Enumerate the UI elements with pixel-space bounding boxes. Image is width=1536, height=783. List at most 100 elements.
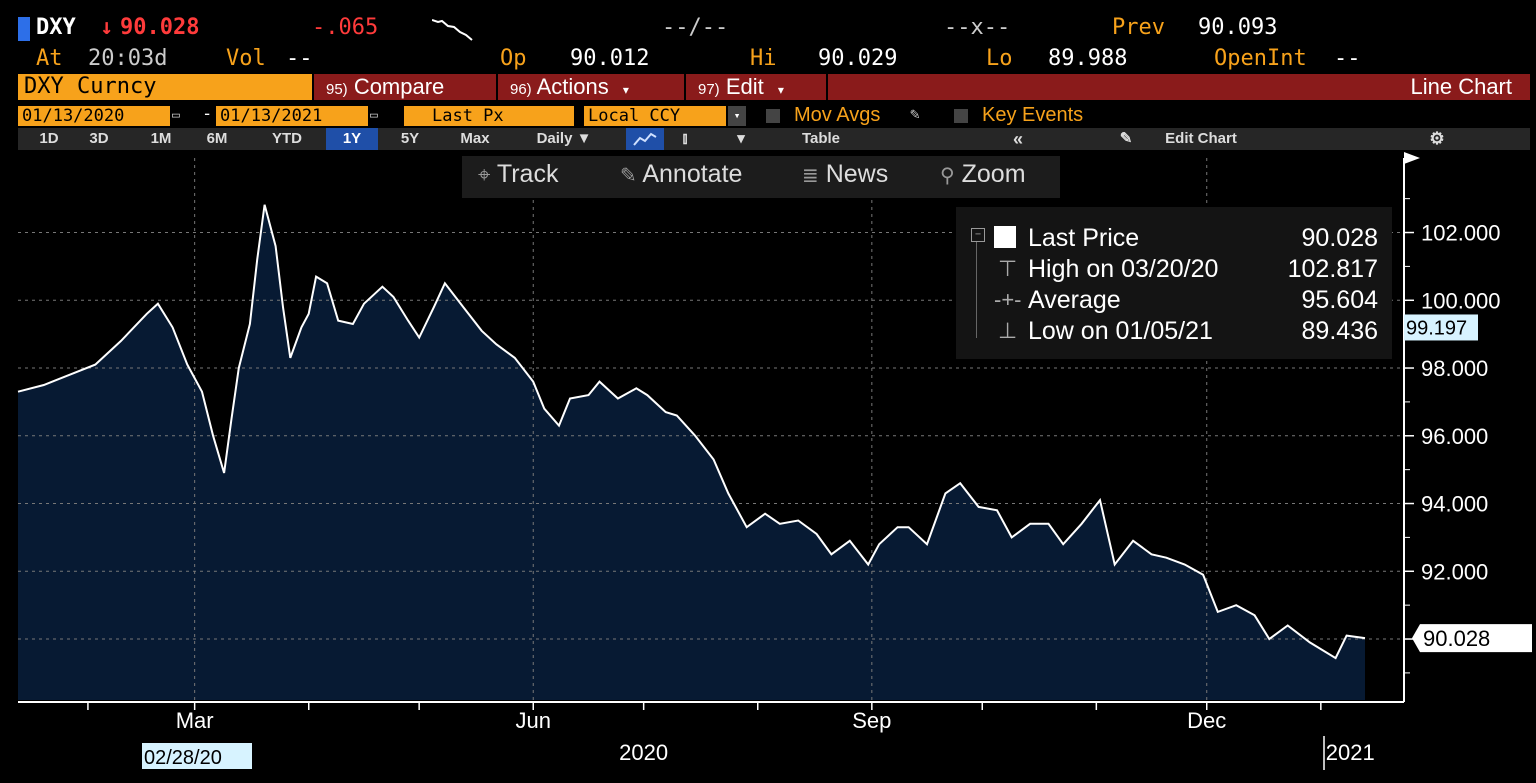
legend-low-value: 89.436 (1301, 317, 1378, 345)
chevron-down-icon[interactable]: ▾ (737, 130, 745, 147)
price-line (17, 204, 1366, 660)
x-tick-label: Dec (1187, 708, 1226, 733)
down-arrow-icon: ↓ (100, 15, 114, 40)
price-area (18, 204, 1365, 701)
news-button[interactable]: ≣ News (802, 160, 888, 189)
x-tick-label: Sep (852, 708, 891, 733)
low-value: 89.988 (1048, 46, 1128, 71)
y-axis-arrow (1404, 152, 1420, 164)
crosshair-icon: ⌖ (478, 162, 491, 187)
line-chart-icon[interactable] (626, 128, 664, 150)
high-marker-icon: ⊤ (998, 256, 1018, 281)
y-tick-label: 100.000 (1421, 288, 1501, 313)
collapse-legend-icon[interactable]: − (971, 228, 985, 242)
mov-avgs-label: Mov Avgs (794, 104, 881, 126)
chevron-down-icon: ▾ (622, 83, 629, 97)
vol-value: -- (286, 46, 313, 71)
hover-date-bg (142, 743, 252, 769)
last-price-tag: 90.028 (1423, 626, 1490, 651)
zoom-label: Zoom (961, 160, 1026, 188)
actions-num: 96) (510, 81, 532, 98)
sparkline-icon (432, 19, 473, 41)
last-price: 90.028 (120, 15, 200, 40)
year-label: 2021 (1326, 740, 1375, 765)
y-tick-label: 96.000 (1421, 424, 1488, 449)
price-chart[interactable]: 90.00092.00094.00096.00098.000100.000102… (0, 150, 1536, 783)
chart-tools-panel (462, 156, 1060, 198)
compare-label: Compare (353, 74, 445, 99)
open-label: Op (500, 46, 527, 71)
average-marker-icon: -+- (994, 287, 1022, 312)
legend-last-price-value: 90.028 (1301, 224, 1378, 252)
low-marker-icon: ⊥ (998, 318, 1018, 343)
zoom-button[interactable]: ⚲ Zoom (940, 160, 1026, 189)
open-value: 90.012 (570, 46, 650, 71)
period-button-1y[interactable]: 1Y (326, 128, 378, 150)
currency-select[interactable]: Local CCY (584, 106, 726, 126)
key-events-checkbox[interactable] (954, 109, 968, 123)
period-button-ytd[interactable]: YTD (272, 130, 302, 147)
last-price-swatch (994, 226, 1016, 248)
security-color-marker (18, 17, 30, 41)
edit-button[interactable]: 97) Edit ▾ (686, 74, 828, 100)
chevron-down-icon: ▾ (777, 83, 784, 97)
legend-low-label: Low on 01/05/21 (1028, 317, 1213, 345)
key-events-label: Key Events (982, 104, 1084, 126)
bar-chart-icon[interactable]: ⫾ (682, 130, 688, 147)
edit-chart-button[interactable]: Edit Chart (1165, 130, 1237, 147)
legend-connector (976, 242, 977, 338)
y-tick-label: 102.000 (1421, 221, 1501, 246)
period-button-max[interactable]: Max (460, 130, 490, 147)
pencil-icon[interactable]: ✎ (910, 104, 920, 123)
security-input[interactable]: DXY Curncy (18, 74, 312, 100)
track-label: Track (496, 160, 559, 188)
end-date-input[interactable]: 01/13/2021 (216, 106, 368, 126)
year-label: 2020 (619, 740, 668, 765)
table-button[interactable]: Table (801, 130, 841, 147)
high-value: 90.029 (818, 46, 898, 71)
edit-num: 97) (698, 81, 720, 98)
legend-average-label: Average (1028, 286, 1121, 314)
bid-ask-size: --x-- (944, 15, 1011, 40)
prev-value: 90.093 (1198, 15, 1278, 40)
edit-label: Edit (725, 74, 764, 99)
y-tick-label: 92.000 (1421, 559, 1488, 584)
pencil-icon: ✎ (1119, 130, 1133, 147)
vol-label: Vol (226, 46, 266, 71)
calendar-icon[interactable]: ▭ (172, 108, 180, 123)
net-change: -.065 (312, 15, 379, 40)
magnifier-icon: ⚲ (940, 165, 955, 187)
frequency-select[interactable]: Daily ▼ (536, 130, 592, 147)
quote-time: 20:03d (88, 46, 168, 71)
low-label: Lo (986, 46, 1013, 71)
news-label: News (825, 160, 889, 188)
compare-button[interactable]: 95) Compare (314, 74, 498, 100)
ticker: DXY (36, 15, 76, 40)
at-label: At (36, 46, 63, 71)
x-tick-label: Mar (176, 708, 214, 733)
gear-icon[interactable]: ⚙ (1429, 129, 1445, 148)
last-price-tag-bg (1412, 624, 1532, 653)
compare-num: 95) (326, 81, 348, 98)
actions-button[interactable]: 96) Actions ▾ (498, 74, 686, 100)
mov-avgs-checkbox[interactable] (766, 109, 780, 123)
chevron-down-icon[interactable]: ▾ (728, 106, 746, 126)
legend-last-price-label: Last Price (1028, 224, 1140, 252)
period-button-3d[interactable]: 3D (89, 130, 109, 147)
period-button-1d[interactable]: 1D (39, 130, 59, 147)
period-button-6m[interactable]: 6M (206, 130, 228, 147)
field-select[interactable]: Last Px (404, 106, 574, 126)
calendar-icon[interactable]: ▭ (370, 108, 378, 123)
legend-average-value: 95.604 (1301, 286, 1378, 314)
start-date-input[interactable]: 01/13/2020 (18, 106, 170, 126)
annotate-label: Annotate (642, 160, 743, 188)
date-dash: - (202, 104, 213, 124)
openint-value: -- (1334, 46, 1361, 71)
annotate-button[interactable]: ✎ Annotate (620, 160, 742, 189)
collapse-button[interactable]: « (1012, 129, 1023, 149)
period-button-5y[interactable]: 5Y (400, 130, 420, 147)
period-button-1m[interactable]: 1M (150, 130, 172, 147)
chart-legend (956, 207, 1392, 359)
legend-high-value: 102.817 (1287, 255, 1378, 283)
track-button[interactable]: ⌖ Track (478, 160, 558, 189)
